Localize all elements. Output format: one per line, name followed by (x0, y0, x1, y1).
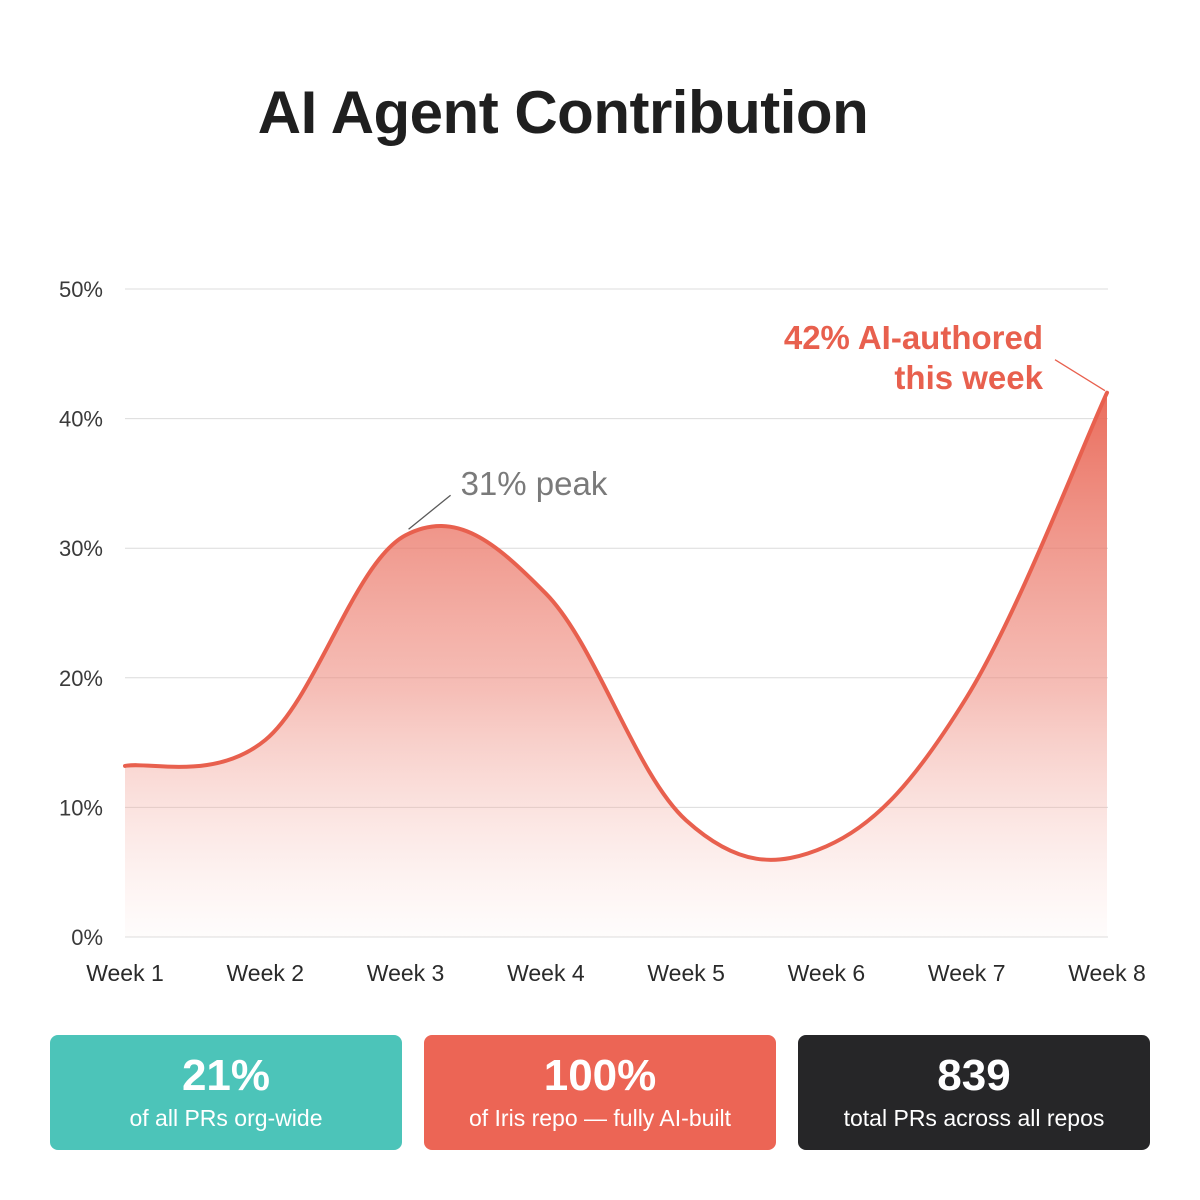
x-tick-label: Week 6 (788, 960, 866, 986)
area-fill (125, 392, 1107, 937)
y-tick-label: 40% (59, 407, 103, 432)
y-tick-label: 0% (71, 925, 103, 950)
y-axis: 0% 10% 20% 30% 40% 50% (59, 277, 103, 950)
x-tick-label: Week 3 (367, 960, 445, 986)
y-tick-label: 50% (59, 277, 103, 302)
x-tick-label: Week 4 (507, 960, 585, 986)
chart-title: AI Agent Contribution (257, 79, 869, 146)
x-tick-label: Week 5 (647, 960, 725, 986)
series-line (123, 390, 1109, 862)
stat-label: total PRs across all repos (843, 1105, 1105, 1131)
annotations: 31% peak 42% AI-authored this week (408, 319, 1106, 530)
latest-annotation-line2: this week (894, 359, 1043, 396)
stat-value: 21% (181, 1051, 271, 1100)
stat-value: 839 (937, 1051, 1011, 1100)
latest-annotation-leader (1054, 359, 1106, 392)
y-tick-label: 30% (59, 536, 103, 561)
stat-card-org-wide: 21% of all PRs org-wide (50, 1035, 402, 1150)
x-tick-label: Week 8 (1068, 960, 1146, 986)
peak-annotation-leader (408, 494, 451, 530)
x-tick-label: Week 2 (227, 960, 305, 986)
stat-card-iris-repo: 100% of Iris repo — fully AI-built (424, 1035, 776, 1150)
stat-cards: 21% of all PRs org-wide 100% of Iris rep… (50, 1035, 1150, 1150)
peak-annotation: 31% peak (461, 465, 608, 502)
y-tick-label: 10% (59, 795, 103, 820)
stat-label: of Iris repo — fully AI-built (468, 1105, 732, 1131)
stat-label: of all PRs org-wide (129, 1105, 323, 1131)
latest-annotation-line1: 42% AI-authored (784, 319, 1043, 356)
x-axis: Week 1 Week 2 Week 3 Week 4 Week 5 Week 6 Week… (86, 960, 1146, 986)
y-tick-label: 20% (59, 666, 103, 691)
stat-card-total-prs: 839 total PRs across all repos (798, 1035, 1150, 1150)
x-tick-label: Week 7 (928, 960, 1006, 986)
x-tick-label: Week 1 (86, 960, 164, 986)
stat-value: 100% (543, 1051, 657, 1100)
area-chart: 0%10%20%30%40%50% Week 1 Week 2 Week 3 Week… (59, 277, 1146, 986)
